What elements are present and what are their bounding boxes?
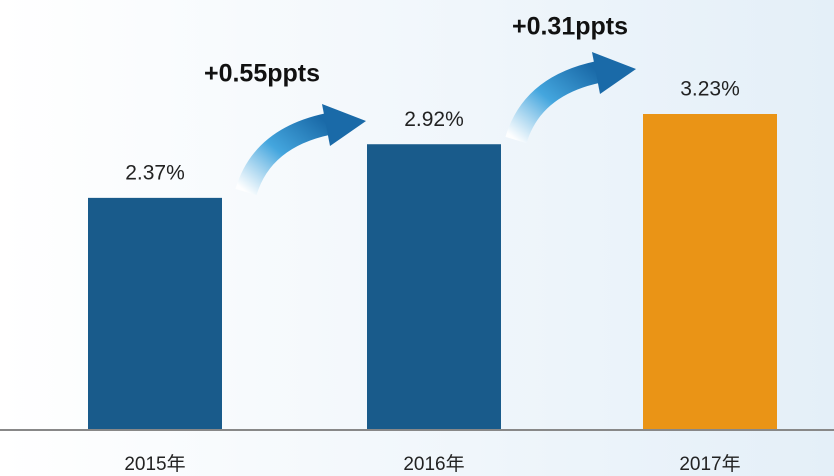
arrow	[505, 52, 636, 144]
data-label: 2.37%	[125, 161, 185, 184]
x-tick-label: 2017年	[679, 453, 740, 475]
data-label: 3.23%	[680, 78, 740, 101]
x-tick-label: 2015年	[124, 453, 185, 475]
arrow	[235, 104, 366, 196]
bar	[88, 197, 222, 429]
x-tick-label: 2016年	[403, 453, 464, 475]
annotation: +0.55ppts	[204, 60, 320, 88]
bar	[643, 114, 777, 429]
data-label: 2.92%	[404, 108, 464, 131]
annotation: +0.31ppts	[512, 13, 628, 41]
bar	[367, 144, 501, 430]
